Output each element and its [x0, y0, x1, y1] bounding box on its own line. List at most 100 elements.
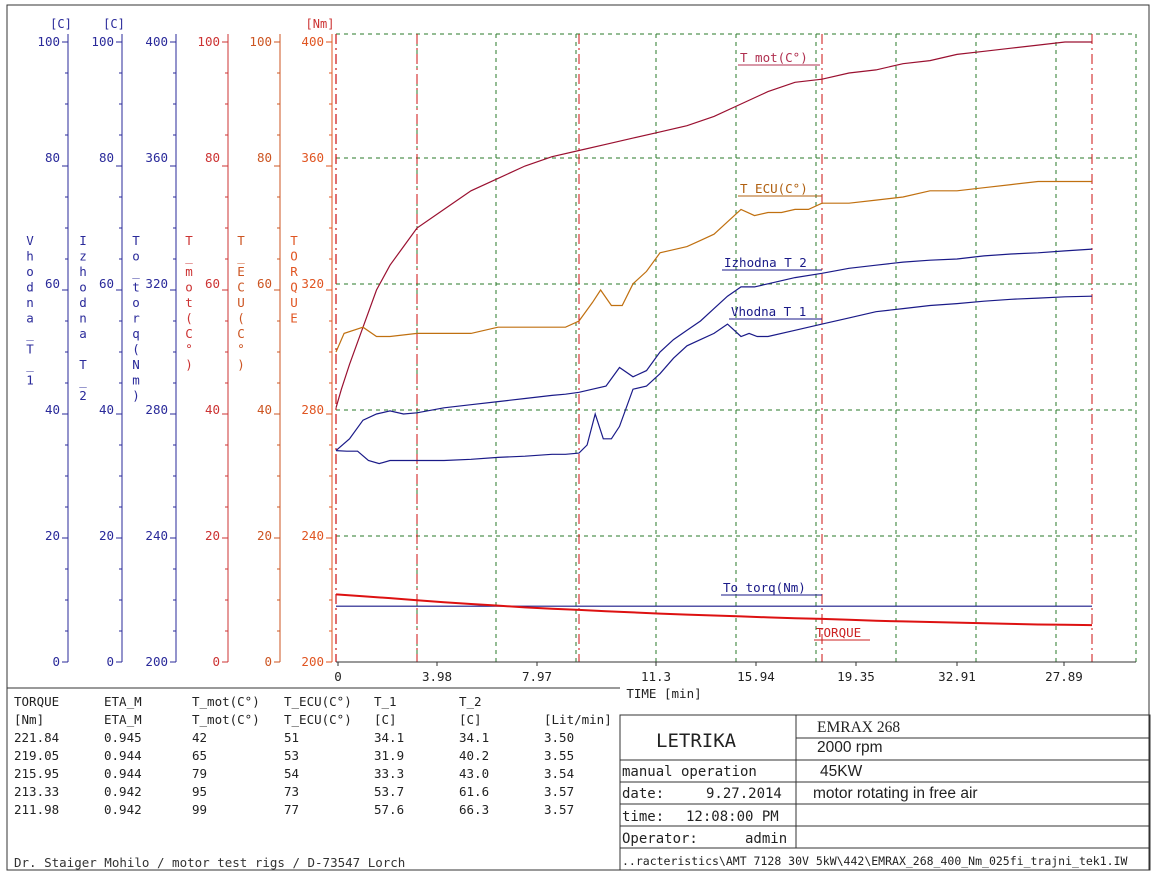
- table-cell: 0.944: [104, 766, 142, 781]
- y-tick-label-a: 60: [45, 276, 60, 291]
- y-axis-title-char-e: U: [237, 295, 245, 310]
- y-axis-title-char-b: T: [79, 357, 87, 372]
- table-cell: 66.3: [459, 802, 490, 817]
- y-tick-label-b: 40: [99, 402, 114, 417]
- y-axis-title-char-e: E: [237, 264, 245, 279]
- x-tick-label: 32.91: [938, 669, 976, 684]
- y-axis-title-char-d: (: [185, 311, 193, 326]
- y-tick-label-e: 80: [257, 150, 272, 165]
- y-axis-title-char-a: o: [26, 264, 34, 279]
- series-labels: T_mot(C°) T_ECU(C°) Izhodna T_2 Vhodna_T_1 T…: [721, 50, 870, 641]
- date-label: date:: [622, 786, 665, 802]
- series-label: TORQUE: [816, 625, 861, 640]
- y-tick-label-f: 400: [301, 34, 324, 49]
- unit-label: [C]: [103, 17, 125, 31]
- y-axis-title-char-f: U: [290, 295, 298, 310]
- operation-mode: manual operation: [622, 764, 757, 780]
- table-cell: 0.945: [104, 730, 142, 745]
- y-tick-label-f: 320: [301, 276, 324, 291]
- x-tick-label: 11.3: [641, 669, 671, 684]
- y-tick-label-a: 80: [45, 150, 60, 165]
- series-label: To_torq(Nm): [723, 580, 806, 595]
- series-label: Izhodna T_2: [724, 255, 807, 270]
- y-axis-title-char-f: T: [290, 233, 298, 248]
- motor-power: 45KW: [820, 763, 863, 780]
- y-axis-title-char-c: t: [132, 280, 140, 295]
- chart-series: [335, 41, 1093, 627]
- y-tick-label-d: 0: [212, 654, 220, 669]
- table-cell: 54: [284, 766, 300, 781]
- y-axis-title-char-c: r: [132, 311, 140, 326]
- chart-frame: [6, 4, 1151, 871]
- y-axis-title-char-b: 2: [79, 388, 87, 403]
- table-cell: 79: [192, 766, 208, 781]
- table-cell: 215.95: [14, 766, 60, 781]
- y-axis-title-char-d: T: [185, 233, 193, 248]
- y-axes: 100806040200Vhodna_T_1100806040200Izhodn…: [26, 17, 334, 669]
- y-tick-label-f: 200: [301, 654, 324, 669]
- y-axis-title-char-c: o: [132, 295, 140, 310]
- series-line-vhodnat1: [335, 295, 1093, 465]
- footer-credit: Dr. Staiger Mohilo / motor test rigs / D…: [14, 855, 406, 870]
- table-cell: 219.05: [14, 748, 60, 763]
- table-cell: 65: [192, 748, 208, 763]
- table-cell: 34.1: [459, 730, 490, 745]
- y-axis-title-char-d: o: [185, 280, 193, 295]
- table-header-cell: TORQUE: [14, 694, 60, 709]
- x-tick-label: 15.94: [737, 669, 775, 684]
- unit-label: [C]: [50, 17, 72, 31]
- y-tick-label-f: 280: [301, 402, 324, 417]
- y-axis-title-char-e: _: [237, 249, 245, 264]
- table-cell: 40.2: [459, 748, 490, 763]
- table-header-cell: T_mot(C°): [192, 694, 260, 709]
- y-axis-title-char-c: ): [132, 388, 140, 403]
- file-path: ..racteristics\AMT 7128 30V 5kW\442\EMRA…: [622, 854, 1128, 868]
- table-unit-cell: T_ECU(C°): [284, 712, 352, 727]
- y-tick-label-e: 40: [257, 402, 272, 417]
- y-axis-title-char-b: d: [79, 295, 87, 310]
- y-axis-title-char-e: C: [237, 280, 245, 295]
- y-axis-title-char-b: o: [79, 280, 87, 295]
- table-cell: 211.98: [14, 802, 60, 817]
- table-unit-cell: [Lit/min]: [544, 712, 612, 727]
- y-tick-label-b: 80: [99, 150, 114, 165]
- y-tick-label-c: 360: [145, 150, 168, 165]
- table-unit-cell: [C]: [459, 712, 482, 727]
- table-cell: 73: [284, 784, 300, 799]
- table-unit-cell: [Nm]: [14, 712, 45, 727]
- y-tick-label-b: 100: [91, 34, 114, 49]
- y-axis-title-char-e: T: [237, 233, 245, 248]
- table-header-cell: T_ECU(C°): [284, 694, 352, 709]
- x-tick-label: 19.35: [837, 669, 875, 684]
- y-axis-title-char-b: a: [79, 326, 87, 341]
- series-label: Vhodna_T_1: [731, 304, 806, 319]
- y-axis-title-char-c: _: [132, 264, 140, 279]
- y-axis-title-char-b: h: [79, 264, 87, 279]
- table-header-cell: ETA_M: [104, 694, 142, 709]
- series-label: T_mot(C°): [740, 50, 808, 65]
- series-label: T_ECU(C°): [740, 181, 808, 196]
- y-tick-label-c: 240: [145, 528, 168, 543]
- y-tick-label-c: 400: [145, 34, 168, 49]
- table-cell: 57.6: [374, 802, 405, 817]
- table-header-cell: T_1: [374, 694, 397, 709]
- motor-speed: 2000 rpm: [817, 739, 883, 756]
- table-cell: 51: [284, 730, 300, 745]
- y-tick-label-a: 40: [45, 402, 60, 417]
- table-cell: 3.55: [544, 748, 575, 763]
- y-axis-title-char-e: (: [237, 311, 245, 326]
- y-tick-label-c: 320: [145, 276, 168, 291]
- y-axis-title-char-a: 1: [26, 373, 34, 388]
- y-tick-label-f: 360: [301, 150, 324, 165]
- y-axis-title-char-f: Q: [290, 280, 298, 295]
- table-cell: 221.84: [14, 730, 60, 745]
- chart-grid: [335, 33, 1137, 663]
- y-axis-title-char-d: m: [185, 264, 193, 279]
- y-axis-title-char-a: a: [26, 311, 34, 326]
- y-axis-title-char-c: T: [132, 233, 140, 248]
- y-tick-label-b: 60: [99, 276, 114, 291]
- table-cell: 95: [192, 784, 208, 799]
- y-tick-label-c: 200: [145, 654, 168, 669]
- table-unit-cell: ETA_M: [104, 712, 142, 727]
